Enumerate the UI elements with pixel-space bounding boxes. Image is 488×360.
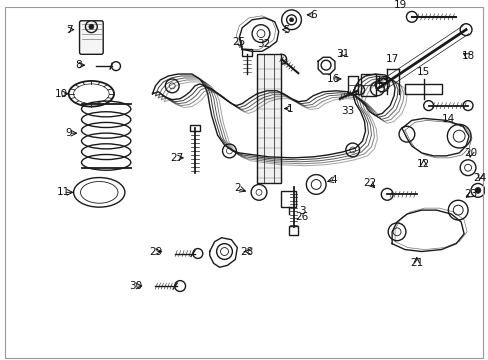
Text: 3: 3 xyxy=(299,206,305,216)
Text: 9: 9 xyxy=(65,128,72,138)
Text: 2: 2 xyxy=(234,183,240,193)
Text: 12: 12 xyxy=(416,159,429,169)
Text: 5: 5 xyxy=(283,24,289,35)
Text: 32: 32 xyxy=(257,40,270,49)
Text: 24: 24 xyxy=(472,172,486,183)
Text: 10: 10 xyxy=(55,89,68,99)
Circle shape xyxy=(289,18,293,22)
Text: 14: 14 xyxy=(441,114,454,125)
Text: 26: 26 xyxy=(294,212,307,222)
Text: 27: 27 xyxy=(170,153,183,163)
Text: 21: 21 xyxy=(409,258,423,268)
Circle shape xyxy=(89,24,94,29)
Text: 20: 20 xyxy=(464,148,477,158)
Text: 8: 8 xyxy=(75,60,81,70)
Text: 30: 30 xyxy=(129,281,142,291)
Text: 4: 4 xyxy=(330,175,337,185)
Text: 23: 23 xyxy=(464,189,477,199)
Circle shape xyxy=(474,188,480,193)
FancyBboxPatch shape xyxy=(257,54,280,183)
Text: 22: 22 xyxy=(362,177,375,188)
Text: 25: 25 xyxy=(232,37,245,48)
Text: 19: 19 xyxy=(392,0,406,10)
Text: 18: 18 xyxy=(461,51,474,61)
FancyBboxPatch shape xyxy=(80,21,103,54)
Text: 7: 7 xyxy=(66,24,73,35)
Text: 6: 6 xyxy=(309,10,316,20)
Text: 33: 33 xyxy=(341,105,354,116)
Text: 1: 1 xyxy=(286,104,293,113)
Text: 28: 28 xyxy=(240,247,253,257)
Text: 17: 17 xyxy=(385,54,398,64)
Text: 29: 29 xyxy=(148,247,162,257)
Text: 15: 15 xyxy=(416,67,429,77)
Text: 11: 11 xyxy=(57,187,70,197)
Circle shape xyxy=(85,21,97,33)
Text: 31: 31 xyxy=(336,49,349,59)
Text: 13: 13 xyxy=(375,76,388,86)
Text: 16: 16 xyxy=(325,74,339,84)
